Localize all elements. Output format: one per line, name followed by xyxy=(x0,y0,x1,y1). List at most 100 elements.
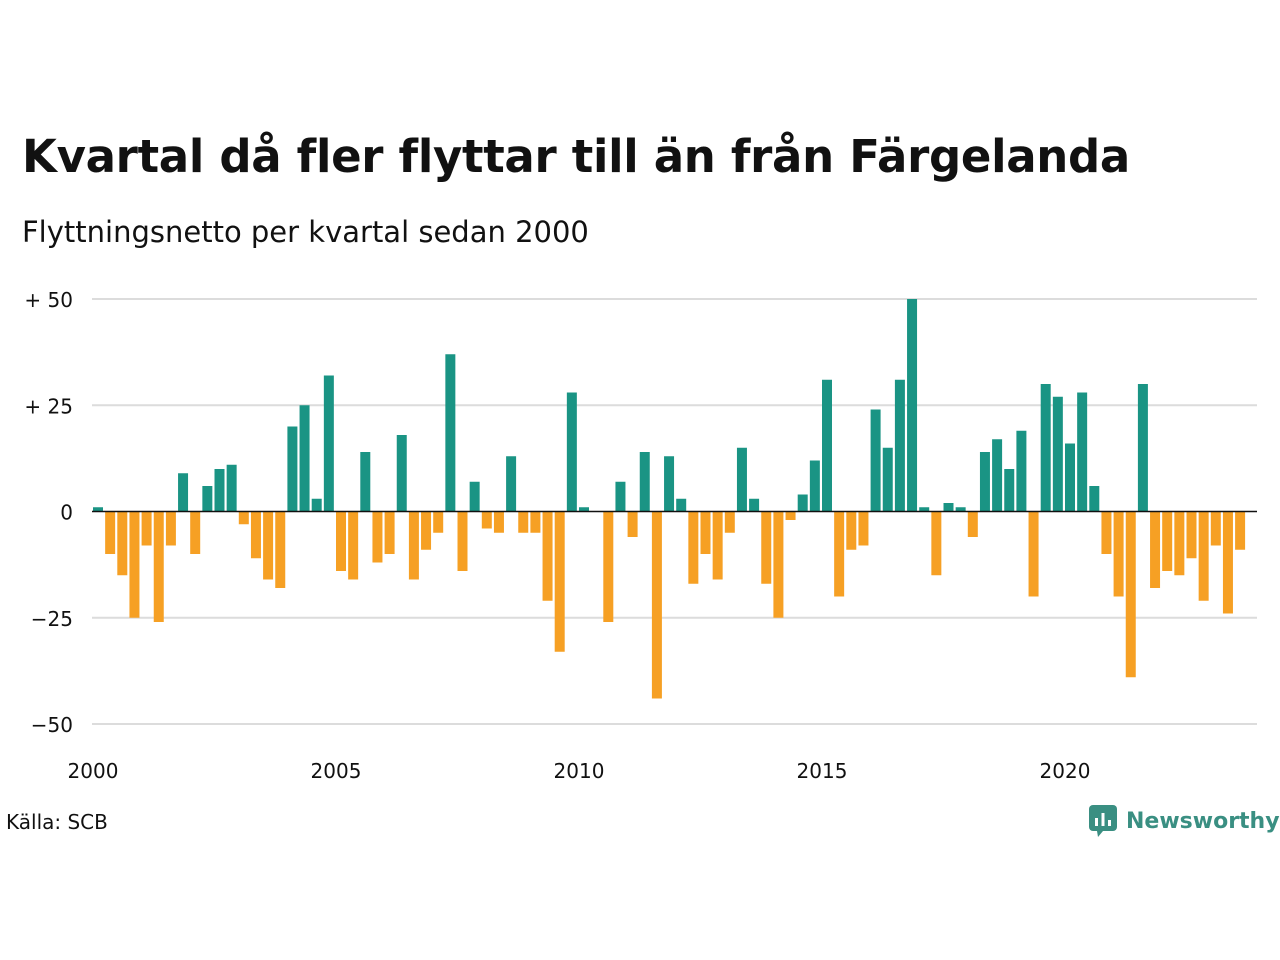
bar xyxy=(238,511,249,525)
x-tick-label: 2020 xyxy=(1040,759,1091,783)
bar xyxy=(566,392,577,512)
y-tick-label: −25 xyxy=(31,607,73,631)
bar xyxy=(348,511,359,580)
bar xyxy=(1113,511,1124,597)
bar xyxy=(408,511,419,580)
bar xyxy=(979,452,990,512)
bar xyxy=(749,498,760,512)
bar xyxy=(214,469,225,512)
bar xyxy=(384,511,395,554)
x-tick-label: 2010 xyxy=(554,759,605,783)
bar xyxy=(858,511,869,546)
bar xyxy=(457,511,468,571)
bar xyxy=(809,460,820,512)
bar xyxy=(93,507,103,512)
bar xyxy=(1210,511,1221,546)
bar xyxy=(433,511,444,533)
bar xyxy=(287,426,298,512)
bar xyxy=(931,511,942,576)
bar xyxy=(105,511,116,554)
bar xyxy=(165,511,176,546)
bar xyxy=(469,481,480,512)
bar xyxy=(226,464,237,512)
bar xyxy=(1052,396,1063,512)
bar xyxy=(627,511,638,537)
bar xyxy=(785,511,796,520)
bar xyxy=(651,511,662,699)
bar xyxy=(882,447,893,512)
bar xyxy=(992,439,1003,512)
bar xyxy=(117,511,128,576)
bar xyxy=(1125,511,1136,678)
bar xyxy=(773,511,784,618)
bar xyxy=(688,511,699,584)
bar xyxy=(530,511,541,533)
source-note: Källa: SCB xyxy=(6,810,108,834)
bar-chart: + 50 + 25 0 −25 −50 2000 2005 2010 2015 2020 xyxy=(24,288,1257,783)
bar xyxy=(664,456,675,512)
bar xyxy=(1174,511,1185,576)
bar xyxy=(141,511,152,546)
bar xyxy=(761,511,772,584)
chart-subtitle: Flyttningsnetto per kvartal sedan 2000 xyxy=(22,215,589,249)
bar xyxy=(1040,384,1051,512)
bar xyxy=(275,511,286,588)
bar xyxy=(724,511,735,533)
bar xyxy=(323,375,334,512)
bar xyxy=(190,511,201,554)
bar xyxy=(202,486,213,512)
bar xyxy=(712,511,723,580)
bar xyxy=(1150,511,1161,588)
bar xyxy=(797,494,808,512)
bar xyxy=(1162,511,1173,571)
bars xyxy=(93,299,1246,699)
bar xyxy=(870,409,881,512)
bar xyxy=(603,511,614,622)
bar xyxy=(518,511,529,533)
bar xyxy=(396,435,407,512)
bar xyxy=(615,481,626,512)
bar xyxy=(1137,384,1148,512)
bar xyxy=(1089,486,1100,512)
bar xyxy=(967,511,978,537)
bar xyxy=(542,511,553,601)
bar xyxy=(736,447,747,512)
bar xyxy=(360,452,371,512)
bar xyxy=(445,354,456,512)
bar xyxy=(1198,511,1209,601)
bar xyxy=(250,511,261,559)
y-tick-label: 0 xyxy=(60,501,73,525)
bar xyxy=(955,507,966,512)
bar xyxy=(846,511,857,550)
bar xyxy=(129,511,140,618)
bar xyxy=(153,511,164,622)
bar xyxy=(481,511,492,529)
bar xyxy=(579,507,589,512)
y-axis-ticks: + 50 + 25 0 −25 −50 xyxy=(24,288,73,737)
bar xyxy=(299,405,310,512)
bar xyxy=(493,511,504,533)
bar xyxy=(1065,443,1075,512)
y-tick-label: + 25 xyxy=(24,394,73,418)
bar xyxy=(1235,511,1246,550)
bar xyxy=(178,473,189,512)
bar xyxy=(1222,511,1233,614)
bar xyxy=(822,379,832,512)
x-tick-label: 2000 xyxy=(68,759,119,783)
bar xyxy=(834,511,845,597)
chart-title: Kvartal då fler flyttar till än från Fär… xyxy=(22,130,1131,183)
bar xyxy=(311,498,322,512)
bar xyxy=(421,511,432,550)
newsworthy-logo-icon xyxy=(1089,805,1117,837)
bar xyxy=(1004,469,1015,512)
bar xyxy=(372,511,383,563)
bar xyxy=(506,456,517,512)
bar xyxy=(1016,430,1027,512)
bar xyxy=(894,379,905,512)
bar xyxy=(639,452,650,512)
x-tick-label: 2005 xyxy=(311,759,362,783)
newsworthy-logo: Newsworthy xyxy=(1088,804,1280,838)
bar xyxy=(907,299,918,512)
brand-name: Newsworthy xyxy=(1126,808,1280,834)
x-tick-label: 2015 xyxy=(797,759,848,783)
